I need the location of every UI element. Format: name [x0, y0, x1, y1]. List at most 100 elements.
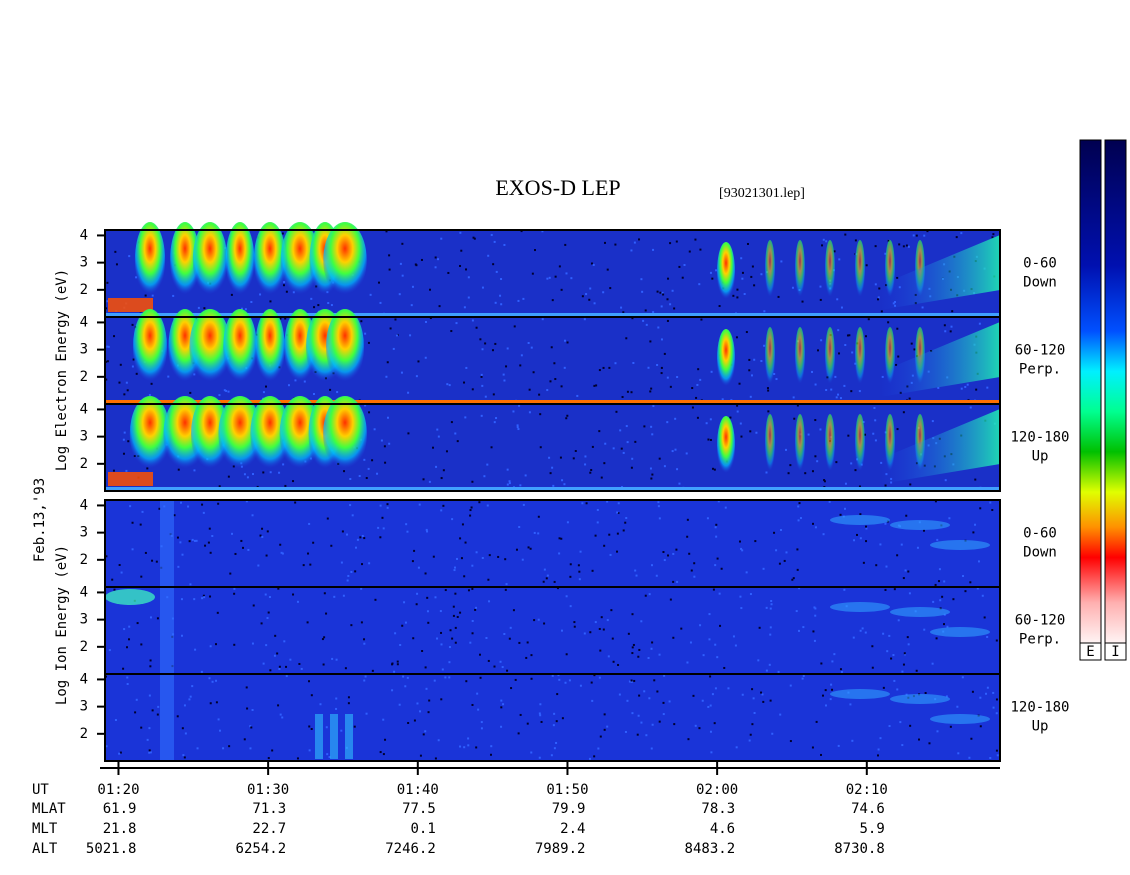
spectrogram-noise	[560, 385, 563, 388]
spectrogram-noise	[767, 410, 770, 413]
spectrogram-feature	[132, 309, 168, 385]
spectrogram-noise	[581, 295, 584, 298]
spectrogram-noise	[843, 384, 846, 387]
spectrogram-noise	[518, 641, 521, 644]
spectrogram-noise	[861, 627, 864, 630]
y-tick-label: 4	[80, 671, 88, 687]
spectrogram-noise	[508, 480, 511, 483]
spectrogram-noise	[273, 654, 276, 657]
spectrogram-noise	[435, 465, 438, 468]
spectrogram-noise	[463, 381, 466, 384]
spectrogram-noise	[422, 478, 425, 481]
spectrogram-noise	[530, 346, 533, 349]
spectrogram-noise	[506, 468, 509, 471]
spectrogram-noise	[907, 245, 910, 248]
spectrogram-noise	[516, 426, 519, 429]
spectrogram-noise	[905, 514, 908, 517]
spectrogram-noise	[393, 670, 396, 673]
spectrogram-noise	[763, 344, 766, 347]
spectrogram-noise	[151, 559, 154, 562]
spectrogram-noise	[122, 438, 125, 441]
spectrogram-noise	[763, 310, 766, 313]
spectrogram-noise	[200, 670, 203, 673]
spectrogram-noise	[424, 572, 427, 575]
spectrogram-noise	[392, 347, 395, 350]
spectrogram-noise	[632, 361, 635, 364]
spectrogram-noise	[815, 720, 818, 723]
spectrogram-noise	[935, 637, 938, 640]
spectrogram-noise	[530, 677, 533, 680]
spectrogram-noise	[349, 478, 352, 481]
spectrogram-noise	[530, 751, 533, 754]
spectrogram-noise	[995, 749, 998, 752]
spectrogram-noise	[906, 636, 909, 639]
spectrogram-noise	[215, 701, 218, 704]
spectrogram-noise	[506, 483, 509, 486]
pitch-angle-range: 60-120	[1015, 343, 1066, 359]
spectrogram-noise	[389, 327, 392, 330]
spectrogram-feature	[192, 222, 228, 298]
spectrogram-noise	[594, 534, 597, 537]
spectrogram-noise	[525, 656, 528, 659]
spectrogram-noise	[313, 306, 316, 309]
spectrogram-noise	[796, 568, 799, 571]
spectrogram-noise	[546, 389, 549, 392]
spectrogram-noise	[149, 751, 152, 754]
y-tick-label: 2	[80, 726, 88, 742]
spectrogram-noise	[663, 674, 666, 677]
spectrogram-noise	[245, 500, 248, 503]
spectrogram-noise	[396, 660, 399, 663]
spectrogram-noise	[862, 420, 865, 423]
spectrogram-noise	[591, 445, 594, 448]
spectrogram-noise	[939, 599, 942, 602]
spectrogram-noise	[564, 681, 567, 684]
spectrogram-noise	[896, 688, 899, 691]
y-tick-label: 4	[80, 401, 88, 417]
spectrogram-noise	[890, 481, 893, 484]
spectrogram-noise	[686, 535, 689, 538]
spectrogram-noise	[691, 387, 694, 390]
spectrogram-noise	[896, 327, 899, 330]
spectrogram-noise	[663, 559, 666, 562]
spectrogram-noise	[944, 479, 947, 482]
spectrogram-noise	[463, 575, 466, 578]
spectrogram-noise	[631, 317, 634, 320]
spectrogram-noise	[658, 457, 661, 460]
spectrogram-noise	[503, 379, 506, 382]
spectrogram-noise	[216, 611, 219, 614]
spectrogram-noise	[211, 534, 214, 537]
spectrogram-noise	[243, 473, 246, 476]
spectrogram-noise	[266, 530, 269, 533]
y-tick-label: 3	[80, 699, 88, 715]
pitch-angle-range: 0-60	[1023, 256, 1057, 272]
spectrogram-noise	[610, 609, 613, 612]
spectrogram-noise	[424, 356, 427, 359]
spectrogram-noise	[215, 643, 218, 646]
spectrogram-noise	[979, 696, 982, 699]
spectrogram-noise	[711, 467, 714, 470]
spectrogram-noise	[785, 551, 788, 554]
spectrogram-noise	[825, 389, 828, 392]
spectrogram-noise	[893, 588, 896, 591]
spectrogram-noise	[411, 560, 414, 563]
spectrogram-noise	[415, 375, 418, 378]
spectrogram-noise	[709, 438, 712, 441]
spectrogram-noise	[902, 663, 905, 666]
spectrogram-noise	[426, 610, 429, 613]
spectrogram-noise	[262, 471, 265, 474]
spectrogram-noise	[543, 568, 546, 571]
spectrogram-noise	[811, 746, 814, 749]
spectrogram-noise	[615, 410, 618, 413]
spectrogram-noise	[760, 360, 763, 363]
spectrogram-noise	[471, 703, 474, 706]
spectrogram-noise	[283, 640, 286, 643]
spectrogram-noise	[851, 739, 854, 742]
spectrogram-noise	[627, 632, 630, 635]
spectrogram-noise	[638, 694, 641, 697]
spectrogram-noise	[715, 535, 718, 538]
spectrogram-noise	[884, 522, 887, 525]
spectrogram-noise	[157, 705, 160, 708]
spectrogram-noise	[874, 419, 877, 422]
spectrogram-noise	[442, 469, 445, 472]
spectrogram-noise	[487, 254, 490, 257]
